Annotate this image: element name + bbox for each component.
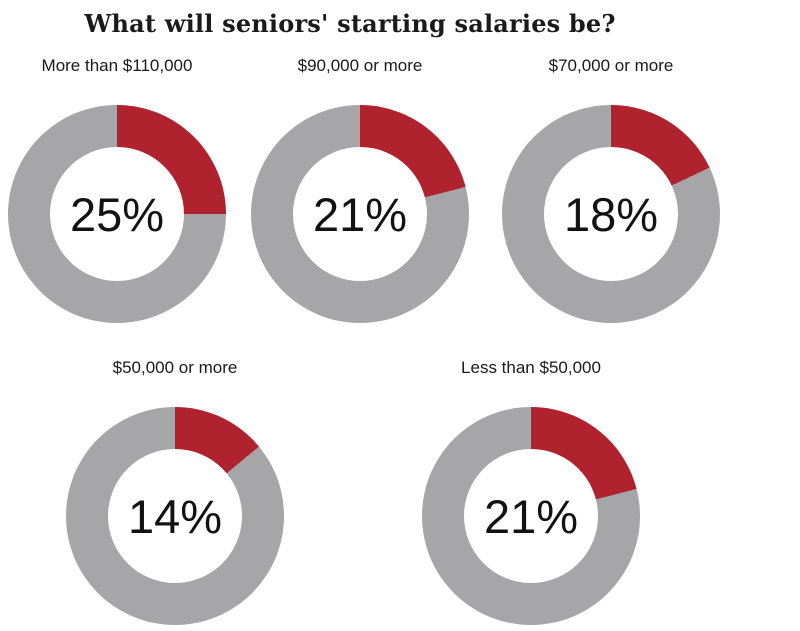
donut-chart-less-than-50k: Less than $50,000 21% bbox=[422, 358, 640, 625]
chart-title: What will seniors' starting salaries be? bbox=[84, 9, 616, 38]
donut-hole: 21% bbox=[464, 449, 598, 583]
percent-value: 14% bbox=[127, 489, 223, 543]
percent-value: 18% bbox=[563, 187, 659, 241]
chart-label: $70,000 or more bbox=[548, 56, 674, 75]
donut-hole: 21% bbox=[293, 147, 427, 281]
donut-hole: 14% bbox=[108, 449, 242, 583]
chart-label: $90,000 or more bbox=[297, 56, 423, 75]
donut-hole: 18% bbox=[544, 147, 678, 281]
donut-ring: 14% bbox=[66, 407, 284, 625]
donut-chart-90k-or-more: $90,000 or more 21% bbox=[251, 56, 469, 323]
donut-hole: 25% bbox=[50, 147, 184, 281]
percent-value: 21% bbox=[483, 489, 579, 543]
donut-chart-70k-or-more: $70,000 or more 18% bbox=[502, 56, 720, 323]
donut-ring: 18% bbox=[502, 105, 720, 323]
donut-chart-more-than-110k: More than $110,000 25% bbox=[8, 56, 226, 323]
chart-label: Less than $50,000 bbox=[461, 358, 601, 377]
percent-value: 21% bbox=[312, 187, 408, 241]
percent-value: 25% bbox=[69, 187, 165, 241]
chart-label: More than $110,000 bbox=[41, 56, 193, 75]
donut-chart-50k-or-more: $50,000 or more 14% bbox=[66, 358, 284, 625]
donut-ring: 21% bbox=[251, 105, 469, 323]
donut-ring: 21% bbox=[422, 407, 640, 625]
chart-label: $50,000 or more bbox=[112, 358, 238, 377]
donut-ring: 25% bbox=[8, 105, 226, 323]
